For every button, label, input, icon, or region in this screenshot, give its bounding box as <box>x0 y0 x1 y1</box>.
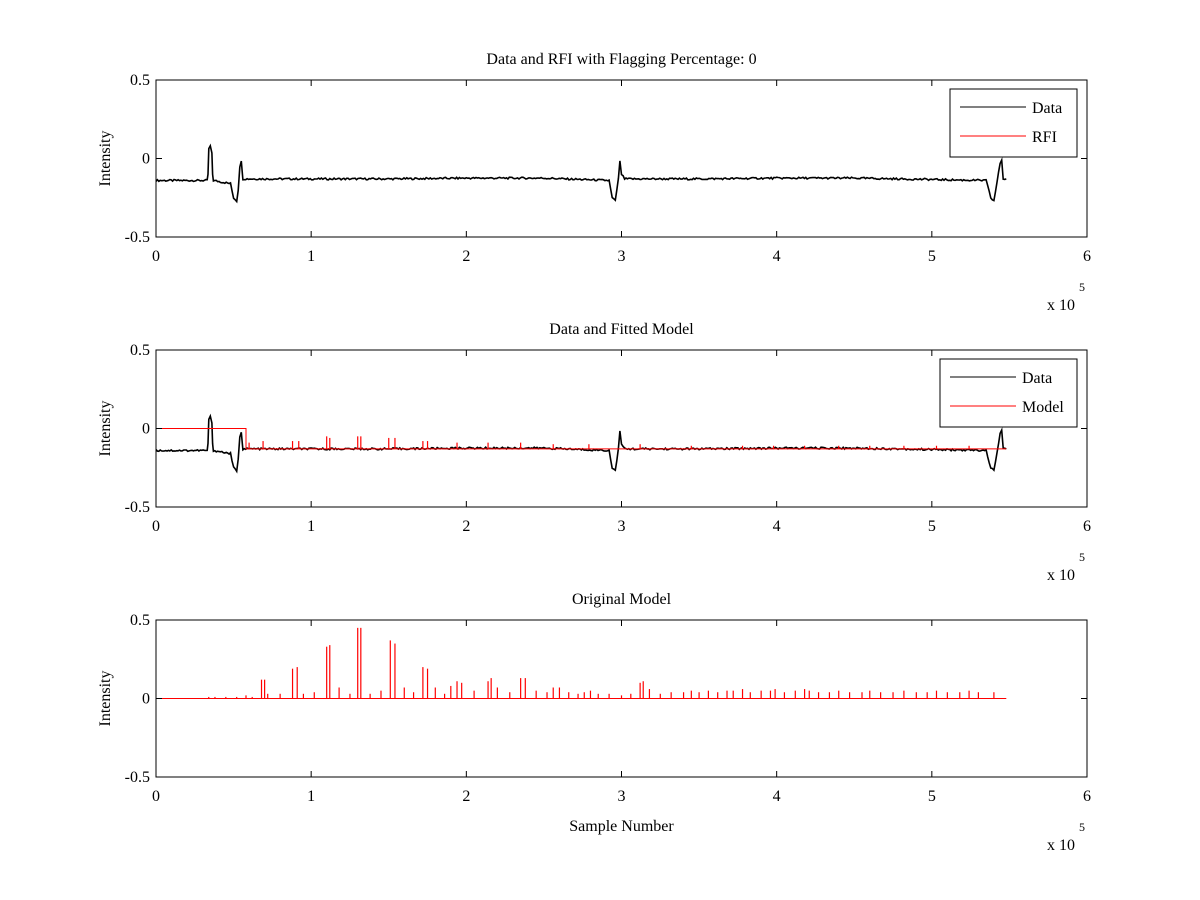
y-axis-label: Intensity <box>97 401 114 457</box>
plot-area <box>155 79 1088 238</box>
series-line <box>155 143 1007 204</box>
x-tick-label: 0 <box>152 248 160 265</box>
x-exponent: 5 <box>1079 550 1085 564</box>
x-tick-label: 5 <box>928 788 936 805</box>
x-exponent: 5 <box>1079 820 1085 834</box>
chart-title: Original Model <box>572 591 672 608</box>
x-tick-label: 0 <box>152 788 160 805</box>
y-tick-label: 0 <box>142 151 150 168</box>
x-tick-label: 3 <box>618 248 626 265</box>
x-tick-label: 6 <box>1083 788 1091 805</box>
x-tick-label: 1 <box>307 788 315 805</box>
x-tick-label: 4 <box>773 248 781 265</box>
series-line <box>156 428 1007 450</box>
legend: Data RFI <box>949 88 1078 158</box>
x-axis-label: Sample Number <box>569 818 674 835</box>
x-tick-label: 1 <box>307 248 315 265</box>
chart-title: Data and RFI with Flagging Percentage: 0 <box>486 51 756 68</box>
y-tick-label: 0 <box>142 691 150 708</box>
legend: Data Model <box>939 358 1078 428</box>
legend-entry: Data <box>1032 100 1062 117</box>
x-exponent: 5 <box>1079 280 1085 294</box>
y-axis-label: Intensity <box>97 131 114 187</box>
plot-area <box>155 349 1088 508</box>
y-tick-label: 0.5 <box>130 72 150 89</box>
y-tick-label: 0.5 <box>130 342 150 359</box>
y-tick-label: -0.5 <box>125 769 150 786</box>
x-tick-label: 3 <box>618 788 626 805</box>
x-tick-label: 3 <box>618 518 626 535</box>
y-axis-label: Intensity <box>97 671 114 727</box>
x-multiplier: x 10 <box>1047 567 1075 584</box>
x-tick-label: 2 <box>462 788 470 805</box>
legend-entry: Model <box>1022 399 1064 416</box>
x-tick-label: 4 <box>773 518 781 535</box>
x-tick-label: 5 <box>928 248 936 265</box>
chart-title: Data and Fitted Model <box>549 321 694 338</box>
x-tick-label: 6 <box>1083 518 1091 535</box>
y-tick-label: -0.5 <box>125 499 150 516</box>
series-data <box>155 143 1007 204</box>
x-tick-label: 0 <box>152 518 160 535</box>
series-model <box>156 627 1007 699</box>
legend-entry: Data <box>1022 370 1052 387</box>
x-tick-label: 6 <box>1083 248 1091 265</box>
y-tick-label: -0.5 <box>125 229 150 246</box>
y-tick-label: 0 <box>142 421 150 438</box>
x-tick-label: 5 <box>928 518 936 535</box>
series-model <box>156 428 1007 450</box>
x-tick-label: 1 <box>307 518 315 535</box>
x-multiplier: x 10 <box>1047 297 1075 314</box>
y-tick-label: 0.5 <box>130 612 150 629</box>
x-tick-label: 2 <box>462 518 470 535</box>
x-tick-label: 2 <box>462 248 470 265</box>
legend-entry: RFI <box>1032 129 1057 146</box>
x-multiplier: x 10 <box>1047 837 1075 854</box>
x-tick-label: 4 <box>773 788 781 805</box>
